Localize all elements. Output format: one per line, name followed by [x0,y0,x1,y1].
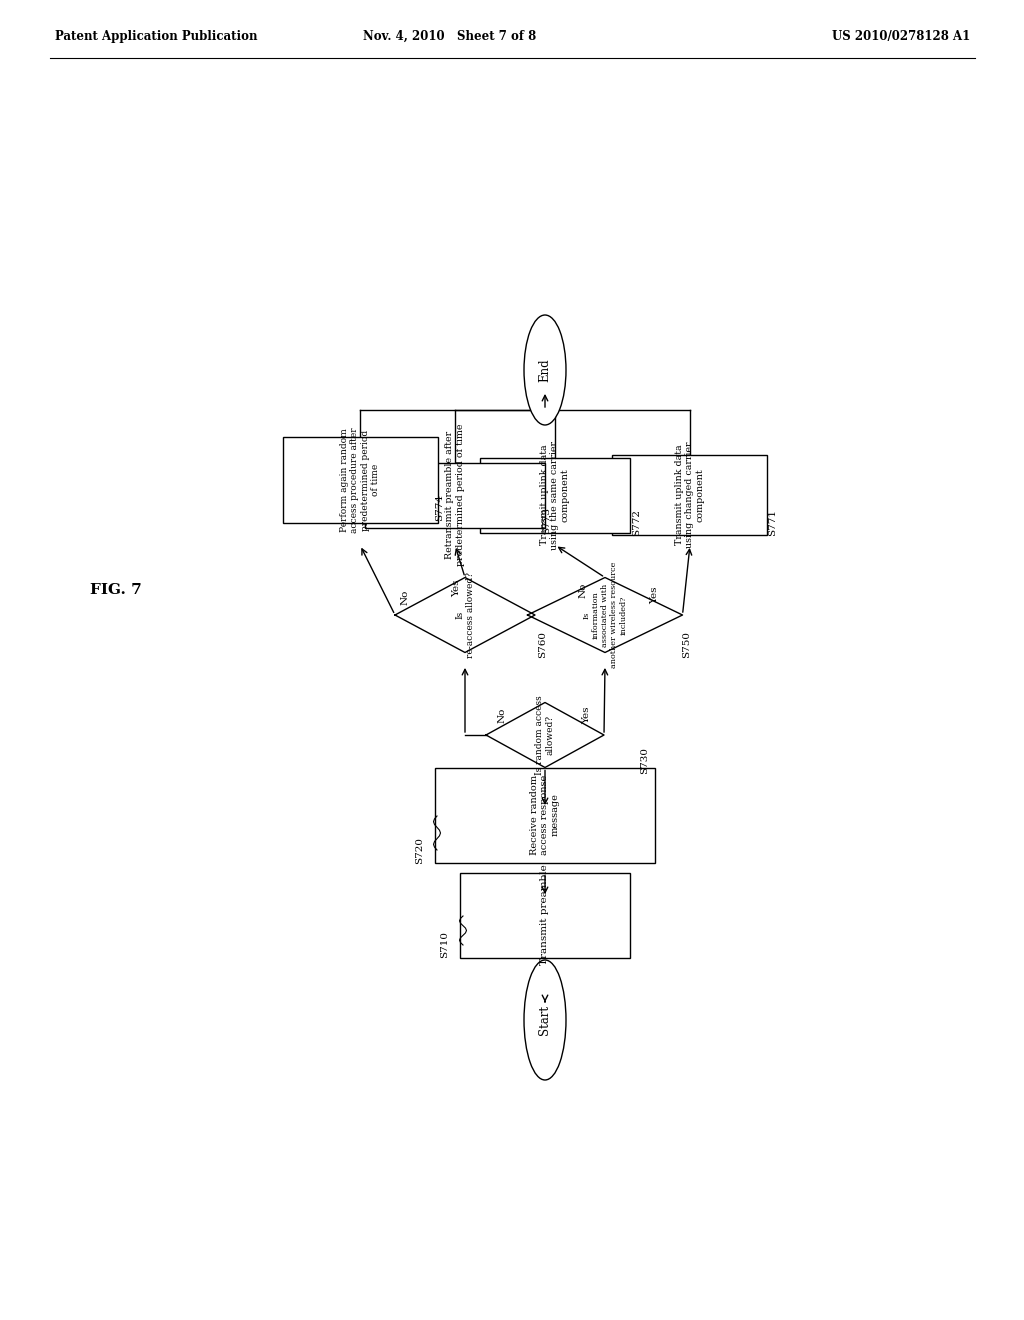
Text: Yes: Yes [583,706,592,723]
Text: End: End [539,358,552,381]
Text: Transmit preamble: Transmit preamble [541,865,550,965]
Polygon shape [486,702,604,767]
Text: Perform again random
access procedure after
predetermined period
of time: Perform again random access procedure af… [340,428,380,533]
Text: Start: Start [539,1005,552,1035]
Text: S750: S750 [683,631,691,659]
FancyBboxPatch shape [480,458,630,532]
Ellipse shape [524,315,566,425]
Text: FIG. 7: FIG. 7 [90,583,141,597]
FancyBboxPatch shape [460,873,630,957]
Text: Nov. 4, 2010   Sheet 7 of 8: Nov. 4, 2010 Sheet 7 of 8 [364,30,537,44]
Text: S772: S772 [633,508,641,536]
FancyBboxPatch shape [612,455,768,535]
Text: Is
re-access allowed?: Is re-access allowed? [456,572,475,657]
Polygon shape [395,578,535,652]
Text: S720: S720 [416,837,425,863]
Text: S730: S730 [640,747,649,774]
Text: No: No [400,589,410,605]
FancyBboxPatch shape [365,462,545,528]
Text: No: No [498,708,507,722]
Text: US 2010/0278128 A1: US 2010/0278128 A1 [831,30,970,44]
Text: S774: S774 [435,494,444,520]
Text: S710: S710 [440,932,450,958]
Text: S760: S760 [539,631,548,659]
Text: Transmit uplink data
using the same carrier
component: Transmit uplink data using the same carr… [540,441,570,549]
Text: Retransmit preamble after
predetermined period of time: Retransmit preamble after predetermined … [445,424,465,566]
Text: Yes: Yes [453,579,462,597]
Ellipse shape [524,960,566,1080]
Text: Yes: Yes [650,586,659,603]
Text: S773: S773 [543,507,552,533]
Text: Is random access
allowed?: Is random access allowed? [536,696,555,775]
Text: Patent Application Publication: Patent Application Publication [55,30,257,44]
Text: Is
information
associated with
another wireless resource
included?: Is information associated with another w… [583,562,628,668]
FancyBboxPatch shape [435,767,655,862]
Text: No: No [579,582,588,598]
Polygon shape [527,578,683,652]
Text: Receive random
access response
message: Receive random access response message [530,775,560,855]
Text: Transmit uplink data
using changed carrier
component: Transmit uplink data using changed carri… [675,442,705,548]
FancyBboxPatch shape [283,437,437,523]
Text: S771: S771 [768,508,777,536]
